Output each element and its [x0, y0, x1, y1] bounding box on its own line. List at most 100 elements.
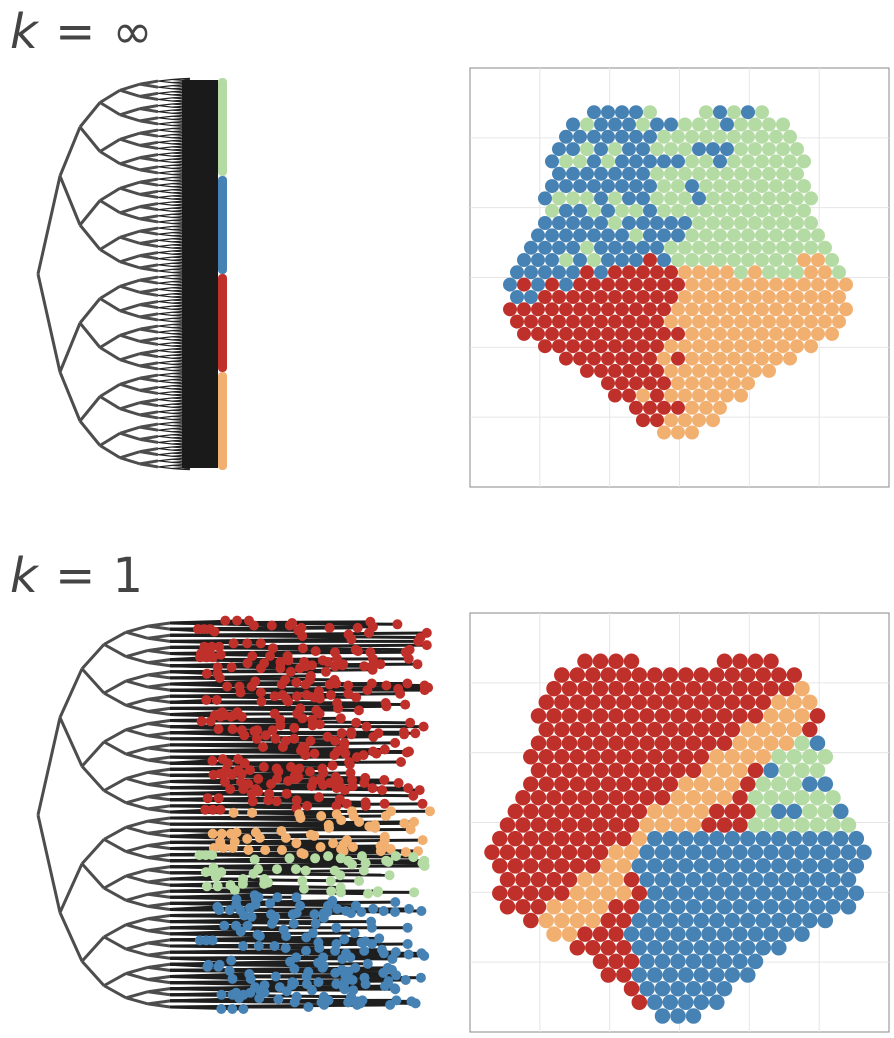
dot	[664, 166, 678, 181]
dot	[706, 142, 720, 157]
leaf-dot-blue	[410, 998, 421, 1009]
dot	[530, 871, 547, 888]
dot	[794, 817, 810, 833]
dot	[740, 858, 756, 874]
dot	[685, 425, 699, 440]
dot	[755, 749, 772, 765]
dot	[771, 885, 787, 901]
leaf-dot-orange	[295, 813, 306, 823]
dot	[629, 228, 643, 243]
dot	[622, 240, 636, 255]
tree-branch	[103, 972, 127, 1000]
tree-branch	[157, 348, 173, 353]
dot	[701, 680, 717, 697]
tree-branch	[157, 225, 173, 231]
dot	[546, 817, 562, 833]
tree-branch	[147, 658, 171, 668]
tree-branch	[171, 439, 183, 443]
leaf-dot-blue	[374, 933, 385, 944]
dot	[720, 363, 734, 378]
dot	[554, 776, 570, 792]
leaf-dot-red	[324, 679, 335, 690]
tree-branch	[139, 263, 159, 273]
dot	[763, 680, 779, 697]
dot	[577, 762, 593, 779]
tree-branch	[157, 238, 173, 243]
tree-branch	[157, 274, 173, 280]
tree-branch	[171, 237, 183, 241]
leaf-dot-red	[297, 631, 308, 641]
tree-branch	[147, 621, 171, 631]
leaf-dot-red	[320, 666, 331, 677]
dot	[594, 363, 608, 378]
leaf-dot-red	[333, 703, 344, 714]
dendrogram-top	[36, 77, 218, 471]
dot	[699, 129, 713, 144]
leaf-dot-red	[249, 726, 260, 737]
leaf-dot-light-green	[326, 886, 337, 897]
dot	[639, 899, 655, 915]
tree-branch	[80, 935, 106, 987]
dot	[692, 117, 706, 132]
leaf-dot-red	[359, 661, 370, 672]
dot	[727, 105, 741, 120]
leaf-dot-red	[227, 769, 238, 780]
tree-branch	[171, 457, 183, 461]
leaf-dot-red	[346, 729, 357, 740]
tree-branch	[169, 822, 370, 828]
dot	[530, 844, 547, 861]
leaf-dot-orange	[225, 828, 236, 839]
dot	[523, 858, 539, 874]
dot	[794, 844, 810, 861]
leaf-dot-red	[246, 681, 257, 692]
leaf-dot-blue	[419, 950, 430, 961]
leaf-dot-red	[255, 638, 266, 649]
dot	[802, 694, 818, 710]
dot	[616, 912, 632, 929]
tree-branch	[169, 883, 341, 890]
tree-branch	[171, 313, 183, 317]
dot	[647, 830, 663, 847]
tree-branch	[171, 170, 183, 173]
dot	[554, 667, 570, 683]
leaf-dot-blue	[267, 918, 277, 929]
leaf-dot-red	[392, 619, 403, 630]
dot	[716, 653, 733, 670]
tree-branch	[171, 387, 183, 391]
dot	[629, 253, 643, 267]
dot	[839, 302, 853, 317]
tree-branch	[147, 999, 171, 1009]
dot	[693, 667, 710, 683]
dot	[608, 339, 622, 354]
dot	[662, 940, 679, 956]
leaf-dot-red	[226, 662, 237, 673]
tree-branch	[171, 280, 183, 284]
dot	[592, 680, 609, 697]
tree-branch	[169, 804, 297, 810]
tree-branch	[139, 349, 159, 359]
tree-branch	[171, 396, 183, 400]
leaf-dot-red	[281, 788, 292, 799]
dot	[600, 667, 617, 683]
tree-branch	[157, 385, 173, 390]
leaf-dot-red	[291, 773, 301, 784]
dot	[755, 105, 769, 120]
dot	[763, 844, 779, 861]
tree-branch	[119, 82, 141, 98]
dot	[762, 117, 776, 132]
dot	[524, 290, 538, 304]
leaf-dot-red	[255, 663, 266, 674]
tree-branch	[157, 103, 173, 108]
dot	[724, 721, 741, 738]
leaf-dot-red	[268, 643, 278, 654]
leaf-dot-blue	[226, 955, 237, 966]
tree-branch	[171, 228, 183, 231]
dot	[811, 228, 825, 243]
dot	[631, 858, 648, 874]
dot	[720, 216, 734, 230]
tree-branch	[125, 722, 149, 738]
dot	[817, 858, 834, 874]
dot	[732, 844, 748, 861]
leaf-dot-red	[314, 792, 324, 803]
dot	[657, 326, 671, 341]
